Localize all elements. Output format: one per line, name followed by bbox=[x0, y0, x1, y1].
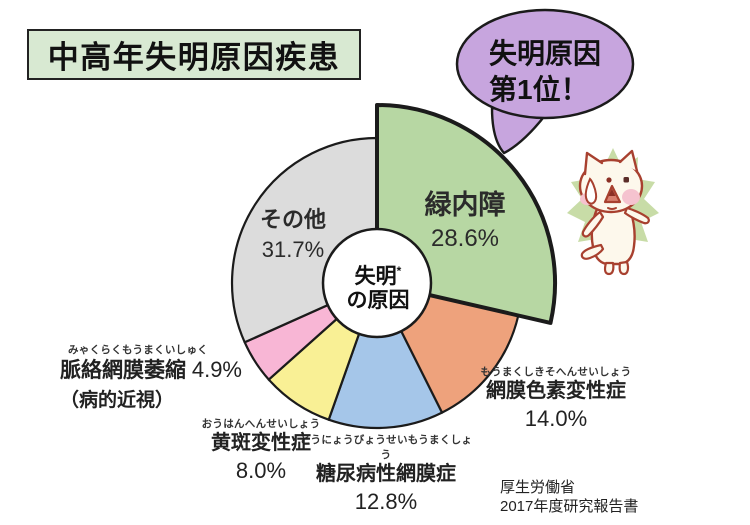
center-label-line1: 失明* bbox=[354, 264, 402, 288]
retinitis-name: 網膜色素変性症 bbox=[486, 380, 626, 402]
furigana-diabetic: とうにょうびょうせいもうまくしょう bbox=[299, 434, 473, 461]
chorioretinal-sublabel: （病的近視） bbox=[60, 390, 175, 411]
glaucoma-pct: 28.6% bbox=[430, 225, 500, 252]
page-title: 中高年失明原因疾患 bbox=[47, 40, 341, 75]
cat-eye-right bbox=[623, 177, 629, 183]
cat-mouth-inner bbox=[608, 189, 616, 196]
diabetic-pct: 12.8% bbox=[354, 489, 418, 514]
cat-arm-right bbox=[623, 206, 650, 225]
pie-center-label: 失明* の原因 bbox=[317, 259, 439, 313]
speech-bubble-body bbox=[455, 8, 635, 120]
center-asterisk: * bbox=[396, 264, 402, 278]
pie-center-circle bbox=[321, 227, 433, 339]
pie-slice-2 bbox=[327, 281, 444, 430]
others-name: その他 bbox=[259, 207, 326, 232]
cat-mascot-icon bbox=[567, 148, 659, 276]
macular-pct: 8.0% bbox=[235, 458, 287, 483]
diabetic-name: 糖尿病性網膜症 bbox=[316, 463, 456, 485]
label-diabetic-retinopathy: とうにょうびょうせいもうまくしょう 糖尿病性網膜症 12.8% bbox=[296, 432, 476, 515]
label-retinitis-pigmentosa: もうまくしきそへんせいしょう 網膜色素変性症 14.0% bbox=[471, 364, 641, 432]
cat-leg-right bbox=[618, 260, 630, 276]
glaucoma-name: 緑内障 bbox=[424, 190, 506, 220]
title-box: 中高年失明原因疾患 bbox=[27, 29, 361, 80]
retinitis-pct: 14.0% bbox=[524, 406, 588, 431]
cat-leg-mid bbox=[603, 261, 615, 276]
speech-bubble-tail bbox=[490, 106, 548, 155]
speech-bubble-line1: 失明原因 bbox=[489, 38, 602, 69]
furigana-retinitis: もうまくしきそへんせいしょう bbox=[480, 366, 632, 378]
speech-bubble-line2: 第1位！ bbox=[489, 74, 589, 105]
center-label-line2: の原因 bbox=[346, 289, 410, 312]
source-note: 厚生労働省 2017年度研究報告書 bbox=[500, 478, 638, 516]
furigana-chorioretinal: みゃくらくもうまくいしゅく bbox=[68, 344, 209, 356]
speech-bubble bbox=[455, 8, 635, 155]
cat-arm-left bbox=[581, 210, 605, 238]
label-macular-degeneration: おうはんへんせいしょう 黄斑変性症 8.0% bbox=[181, 416, 341, 484]
cat-eye-left bbox=[606, 177, 612, 183]
macular-name: 黄斑変性症 bbox=[211, 432, 311, 454]
chorioretinal-name-line: 脈絡網膜萎縮 4.9% bbox=[60, 357, 242, 383]
cat-tear bbox=[584, 177, 598, 205]
speech-bubble-text: 失明原因 第1位！ bbox=[489, 36, 629, 108]
others-pct: 31.7% bbox=[261, 237, 325, 262]
cat-chin-line bbox=[607, 207, 617, 210]
furigana-macular: おうはんへんせいしょう bbox=[201, 418, 321, 430]
source-line1: 厚生労働省 bbox=[500, 479, 576, 496]
cat-ear-right bbox=[618, 149, 639, 173]
source-line2: 2017年度研究報告書 bbox=[500, 498, 639, 515]
cat-leg-left bbox=[580, 243, 605, 260]
label-chorioretinal-atrophy: みゃくらくもうまくいしゅく 脈絡網膜萎縮 4.9% （病的近視） bbox=[60, 342, 270, 412]
cat-cheek-right bbox=[622, 189, 640, 205]
pie-chart bbox=[230, 103, 557, 430]
chorioretinal-pct: 4.9% bbox=[191, 357, 242, 382]
cat-ear-left bbox=[583, 151, 604, 176]
label-others: その他 31.7% bbox=[233, 202, 353, 263]
label-glaucoma: 緑内障 28.6% bbox=[395, 183, 535, 253]
